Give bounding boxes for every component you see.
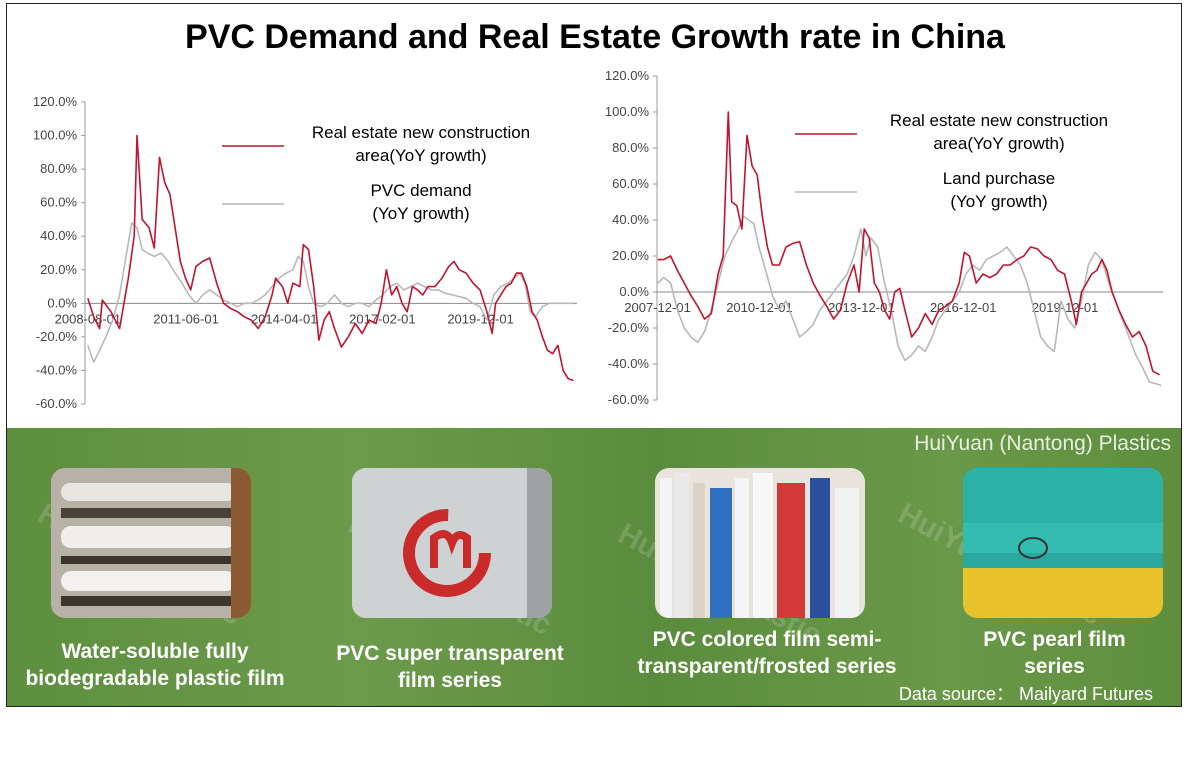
figure-frame: PVC Demand and Real Estate Growth rate i…	[6, 3, 1182, 707]
transparent-roll-image	[352, 468, 552, 618]
page-title: PVC Demand and Real Estate Growth rate i…	[185, 18, 1005, 56]
legend-label: area(YoY growth)	[933, 134, 1064, 153]
x-tick-label: 2007-12-01	[624, 300, 691, 315]
film-rolls-image	[51, 468, 251, 618]
y-tick-label: 60.0%	[612, 176, 649, 191]
series-line-1	[87, 134, 574, 382]
product-photo-transparent-roll	[352, 468, 552, 618]
x-tick-label: 2013-12-01	[828, 300, 895, 315]
product-caption-3: PVC colored film semi-transparent/froste…	[637, 628, 897, 678]
product-caption-1: Water-soluble fully biodegradable plastic…	[25, 640, 285, 690]
legend-label: (YoY growth)	[372, 204, 469, 223]
y-tick-label: 20.0%	[40, 262, 77, 277]
y-tick-label: 0.0%	[619, 284, 649, 299]
legend-label: Real estate new construction	[312, 123, 530, 142]
y-tick-label: 20.0%	[612, 248, 649, 263]
y-tick-label: 120.0%	[605, 68, 650, 83]
brand-name: HuiYuan (Nantong) Plastics	[914, 432, 1171, 455]
right-chart: 120.0% 100.0% 80.0% 60.0% 40.0% 20.0% 0.0% -20.…	[605, 68, 1163, 407]
legend-label: (YoY growth)	[950, 192, 1047, 211]
product-caption-4: PVC pearl film series	[983, 628, 1126, 678]
y-tick-label: 80.0%	[612, 140, 649, 155]
legend-label: Real estate new construction	[890, 111, 1108, 130]
x-tick-label: 2010-12-01	[726, 300, 793, 315]
data-source: Data source： Mailyard Futures	[898, 684, 1153, 704]
y-tick-label: -60.0%	[36, 396, 78, 411]
y-tick-label: 120.0%	[33, 94, 78, 109]
x-tick-label: 2019-12-01	[447, 311, 514, 326]
y-tick-label: -60.0%	[608, 392, 650, 407]
y-tick-label: 60.0%	[40, 195, 77, 210]
series-line-1	[657, 111, 1160, 376]
legend-label: PVC demand	[370, 181, 471, 200]
y-tick-label: 100.0%	[605, 104, 650, 119]
x-tick-label: 2011-06-01	[153, 311, 219, 326]
left-chart: 120.0% 100.0% 80.0% 60.0% 40.0% 20.0% 0.0% -20.…	[33, 94, 577, 411]
legend-label: Land purchase	[943, 169, 1055, 188]
y-tick-label: 40.0%	[40, 228, 77, 243]
y-tick-label: -20.0%	[608, 320, 650, 335]
legend-label: area(YoY growth)	[355, 146, 486, 165]
x-tick-label: 2008-08-01	[55, 311, 122, 326]
y-tick-label: 100.0%	[33, 128, 78, 143]
y-tick-label: -40.0%	[608, 356, 650, 371]
pearl-film-image	[963, 468, 1163, 618]
colored-rolls-image	[655, 468, 865, 618]
x-tick-label: 2014-04-01	[251, 311, 318, 326]
product-photo-pearl-film	[963, 468, 1163, 618]
y-tick-label: -20.0%	[36, 329, 78, 344]
product-banner: HuiYuan Plastic HuiYuan Plastic HuiYuan …	[7, 428, 1181, 706]
y-tick-label: 80.0%	[40, 161, 77, 176]
y-tick-label: 40.0%	[612, 212, 649, 227]
product-photo-film-rolls	[51, 468, 251, 618]
product-caption-2: PVC super transparent film series	[336, 642, 564, 692]
x-tick-label: 2017-02-01	[349, 311, 416, 326]
y-tick-label: -40.0%	[36, 362, 78, 377]
product-photo-colored-rolls	[655, 468, 865, 618]
y-tick-label: 0.0%	[47, 295, 77, 310]
x-tick-label: 2019-12-01	[1032, 300, 1099, 315]
x-tick-label: 2016-12-01	[930, 300, 997, 315]
series-line-2	[87, 222, 574, 363]
